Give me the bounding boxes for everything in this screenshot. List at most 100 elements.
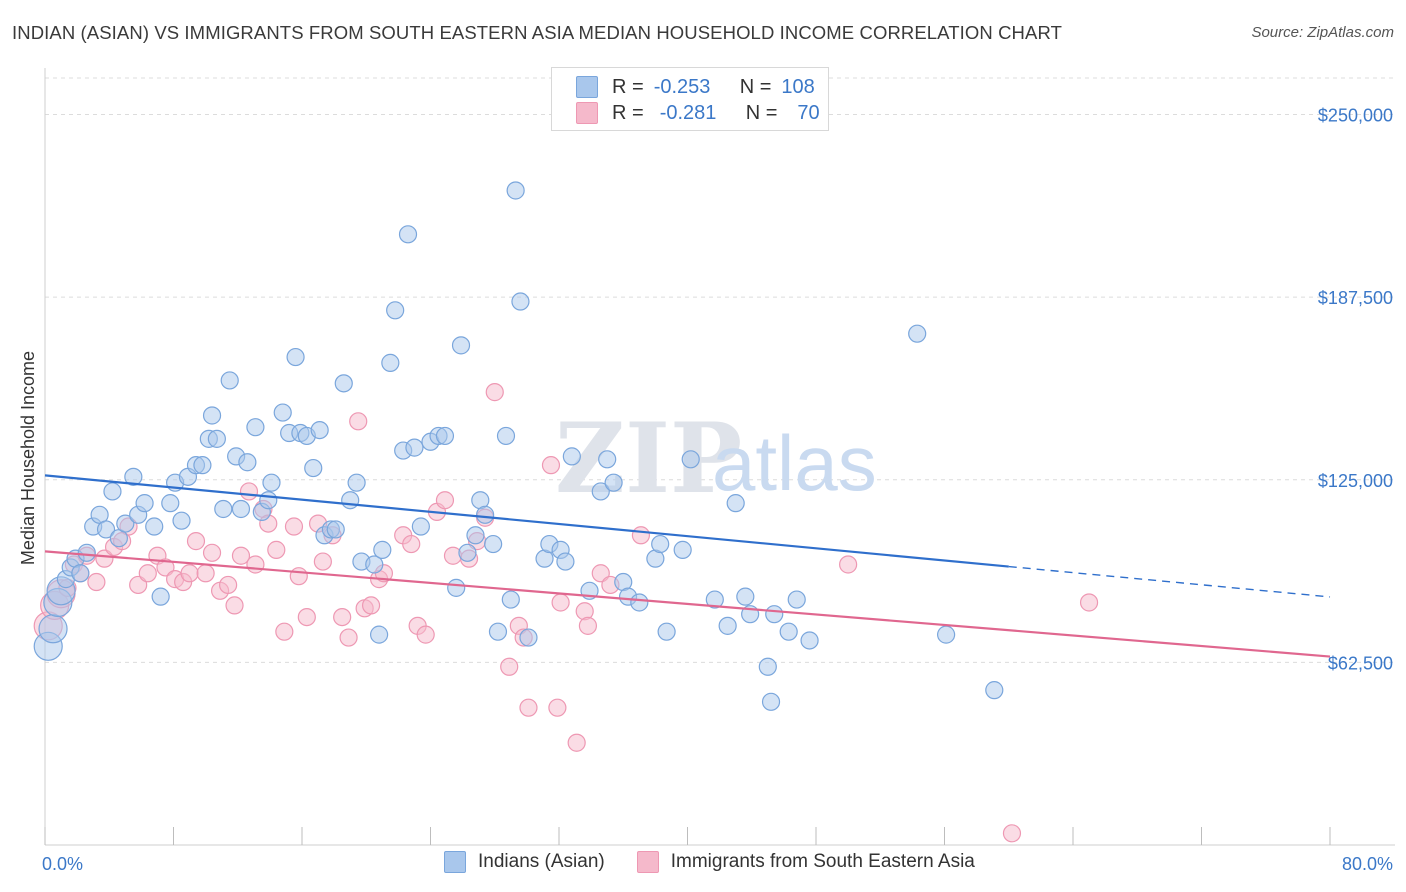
indians-point [501, 590, 520, 609]
indians-point [488, 622, 508, 641]
legend-row-immigrants: R = -0.281 N = 70 [576, 101, 820, 125]
legend-row-indians: R = -0.253 N = 108 [576, 75, 815, 99]
indians-point [207, 429, 226, 448]
indians-point [591, 482, 610, 501]
trend-lines [44, 474, 1331, 658]
legend-label-immigrants: Immigrants from South Eastern Asia [670, 851, 975, 872]
indians-point [705, 590, 724, 609]
indians-point [238, 453, 257, 472]
indians-point [286, 347, 305, 367]
indians-point [386, 301, 405, 320]
immigrants-point [138, 564, 157, 583]
immigrants-point [416, 625, 435, 644]
indians-point [598, 450, 617, 469]
immigrants-point [1002, 824, 1022, 843]
indians-point [736, 587, 755, 606]
immigrants-point [231, 546, 251, 565]
legend-r-value: -0.281 [659, 101, 717, 124]
x-tick-label: 80.0% [1342, 854, 1393, 874]
immigrants-point [519, 698, 538, 717]
watermark: ZIP atlas [555, 402, 877, 515]
indians-point [398, 225, 418, 244]
indians-point [161, 494, 180, 513]
indians-point [556, 552, 575, 571]
indians-point [373, 540, 392, 559]
indians-point [779, 622, 798, 641]
legend-swatch-pink [636, 851, 659, 873]
indians-point [496, 426, 516, 446]
legend-r-value: -0.253 [653, 75, 711, 98]
legend-n-value: 108 [781, 75, 815, 98]
indians-point [220, 371, 239, 390]
axes [44, 68, 1395, 846]
immigrants-point [435, 491, 455, 510]
indians-point [38, 614, 68, 644]
immigrants-point [339, 628, 358, 647]
indians-point [259, 491, 278, 510]
immigrants-point [156, 558, 175, 577]
source-credit: Source: ZipAtlas.com [1251, 24, 1394, 41]
indians-point [458, 543, 477, 562]
immigrants-point [551, 593, 570, 612]
immigrants-point [246, 555, 265, 574]
indians-point [334, 374, 353, 393]
indians-point [365, 555, 384, 574]
indians-point [681, 450, 700, 469]
immigrants-point [186, 532, 206, 551]
immigrants-point [267, 540, 286, 559]
indians-point [96, 520, 116, 539]
indians-point [604, 473, 623, 492]
indians-trend-line [44, 474, 1009, 568]
immigrants-point [95, 549, 114, 568]
immigrants-point [289, 567, 308, 586]
immigrants-point [196, 564, 215, 583]
watermark-atlas: atlas [712, 419, 877, 507]
indians-point [135, 494, 154, 513]
indians-point [341, 491, 360, 510]
y-tick-label: $187,500 [1318, 288, 1393, 308]
legend-item-indians: Indians (Asian) [444, 851, 605, 873]
indians-point [202, 406, 222, 425]
indians-point [116, 514, 135, 533]
immigrants-point [275, 622, 294, 641]
indians-point [151, 587, 170, 606]
series-indians-points [33, 181, 1004, 711]
indians-point [506, 181, 525, 200]
indians-point [77, 543, 96, 562]
indians-point [214, 499, 233, 519]
immigrants-point [202, 543, 222, 562]
legend-n-label: N = [739, 75, 772, 98]
legend-swatch-blue [444, 851, 466, 873]
immigrants-point [87, 572, 106, 592]
immigrants-point [402, 534, 421, 554]
indians-point [405, 438, 424, 457]
immigrants-point [567, 733, 586, 752]
indians-point [657, 622, 676, 641]
indians-point [758, 657, 777, 676]
indians-point [435, 426, 455, 446]
indians-point [370, 625, 389, 644]
immigrants-point [500, 657, 519, 676]
immigrants-point [180, 564, 199, 583]
legend-r-label: R = [612, 101, 644, 124]
y-tick-label: $62,500 [1328, 653, 1393, 673]
indians-point [310, 420, 329, 440]
indians-point [71, 564, 90, 583]
legend-label-indians: Indians (Asian) [478, 851, 605, 872]
legend-swatch-blue [576, 76, 598, 98]
indians-point [937, 625, 956, 644]
immigrants-point [541, 456, 561, 475]
indians-point [447, 578, 466, 597]
immigrants-trend-line [44, 550, 1331, 658]
correlation-legend: R = -0.253 N = 108 R = -0.281 N = 70 [551, 67, 829, 131]
immigrants-point [548, 698, 567, 717]
indians-point [246, 418, 265, 437]
indians-point [124, 467, 143, 486]
indians-point [519, 628, 538, 647]
immigrants-point [297, 607, 316, 627]
y-tick-label: $125,000 [1318, 471, 1393, 491]
indians-point [765, 605, 784, 624]
indians-point [511, 292, 530, 311]
indians-point [172, 511, 191, 530]
indians-point [466, 526, 485, 545]
